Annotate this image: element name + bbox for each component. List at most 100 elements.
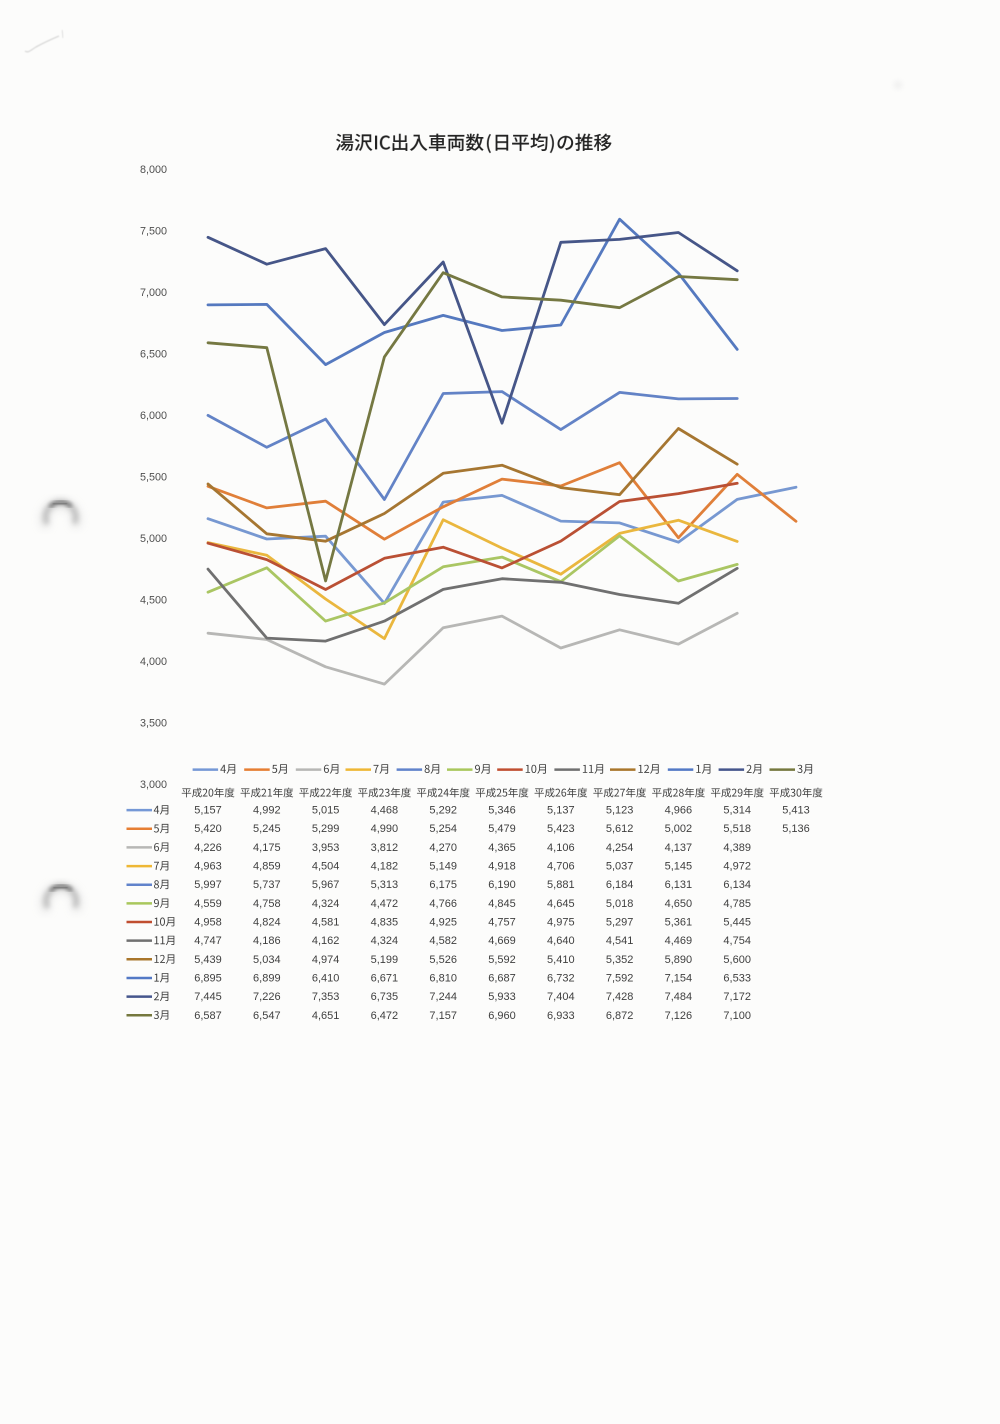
svg-text:5,297: 5,297 xyxy=(606,917,634,929)
svg-text:4,859: 4,859 xyxy=(253,861,281,873)
svg-text:4,182: 4,182 xyxy=(371,861,399,873)
svg-text:5,136: 5,136 xyxy=(782,823,810,835)
svg-text:7,428: 7,428 xyxy=(606,991,634,1003)
svg-text:6,533: 6,533 xyxy=(723,973,751,985)
svg-text:5,137: 5,137 xyxy=(547,805,575,817)
svg-text:7,445: 7,445 xyxy=(194,991,222,1003)
svg-text:4,958: 4,958 xyxy=(194,917,222,929)
svg-text:5,254: 5,254 xyxy=(429,823,457,835)
svg-text:6,134: 6,134 xyxy=(723,879,751,891)
svg-text:4,835: 4,835 xyxy=(371,917,399,929)
svg-text:4,925: 4,925 xyxy=(429,917,457,929)
svg-text:5,967: 5,967 xyxy=(312,879,340,891)
svg-text:5,439: 5,439 xyxy=(194,954,222,966)
svg-text:7,244: 7,244 xyxy=(429,991,457,1003)
svg-text:5,526: 5,526 xyxy=(429,954,457,966)
svg-text:4,162: 4,162 xyxy=(312,935,340,947)
svg-text:5,423: 5,423 xyxy=(547,823,575,835)
svg-text:4,468: 4,468 xyxy=(371,805,399,817)
svg-text:4,974: 4,974 xyxy=(312,954,340,966)
svg-text:4,785: 4,785 xyxy=(723,898,751,910)
svg-text:5,313: 5,313 xyxy=(371,879,399,891)
svg-text:6,960: 6,960 xyxy=(488,1010,516,1022)
svg-text:4,000: 4,000 xyxy=(140,656,167,668)
svg-text:6,899: 6,899 xyxy=(253,973,281,985)
svg-text:6,000: 6,000 xyxy=(140,410,167,422)
svg-text:4,469: 4,469 xyxy=(665,935,693,947)
svg-text:6,895: 6,895 xyxy=(194,973,222,985)
svg-text:4,640: 4,640 xyxy=(547,935,575,947)
svg-text:5,292: 5,292 xyxy=(429,805,457,817)
svg-text:4,472: 4,472 xyxy=(371,898,399,910)
svg-text:4,758: 4,758 xyxy=(253,898,281,910)
svg-text:6,671: 6,671 xyxy=(371,973,399,985)
svg-text:5,997: 5,997 xyxy=(194,879,222,891)
svg-text:6,472: 6,472 xyxy=(371,1010,399,1022)
svg-text:8,000: 8,000 xyxy=(140,164,167,176)
svg-text:4,651: 4,651 xyxy=(312,1010,340,1022)
svg-text:7,484: 7,484 xyxy=(665,991,693,1003)
svg-text:6,131: 6,131 xyxy=(665,879,693,891)
svg-text:6,735: 6,735 xyxy=(371,991,399,1003)
svg-text:5,500: 5,500 xyxy=(140,471,167,483)
svg-text:7,592: 7,592 xyxy=(606,973,634,985)
svg-text:4,966: 4,966 xyxy=(665,805,693,817)
svg-text:5,413: 5,413 xyxy=(782,805,810,817)
svg-text:3,812: 3,812 xyxy=(371,842,399,854)
svg-text:5,000: 5,000 xyxy=(140,533,167,545)
svg-text:6,500: 6,500 xyxy=(140,348,167,360)
svg-text:4,175: 4,175 xyxy=(253,842,281,854)
svg-text:6,547: 6,547 xyxy=(253,1010,281,1022)
svg-text:6,190: 6,190 xyxy=(488,879,516,891)
svg-text:7,100: 7,100 xyxy=(723,1010,751,1022)
svg-text:4,324: 4,324 xyxy=(312,898,340,910)
svg-text:4,972: 4,972 xyxy=(723,861,751,873)
svg-text:5,199: 5,199 xyxy=(371,954,399,966)
svg-text:5,933: 5,933 xyxy=(488,991,516,1003)
svg-text:5,002: 5,002 xyxy=(665,823,693,835)
svg-text:3,000: 3,000 xyxy=(140,779,167,791)
svg-text:4,226: 4,226 xyxy=(194,842,222,854)
svg-text:7,404: 7,404 xyxy=(547,991,575,1003)
svg-text:5,600: 5,600 xyxy=(723,954,751,966)
svg-text:5,890: 5,890 xyxy=(665,954,693,966)
svg-text:7,154: 7,154 xyxy=(665,973,693,985)
svg-text:4,324: 4,324 xyxy=(371,935,399,947)
svg-text:5,157: 5,157 xyxy=(194,805,222,817)
svg-text:5,346: 5,346 xyxy=(488,805,516,817)
svg-text:4,365: 4,365 xyxy=(488,842,516,854)
svg-text:5,361: 5,361 xyxy=(665,917,693,929)
svg-text:6,872: 6,872 xyxy=(606,1010,634,1022)
svg-text:4,270: 4,270 xyxy=(429,842,457,854)
svg-text:4,504: 4,504 xyxy=(312,861,340,873)
svg-text:5,145: 5,145 xyxy=(665,861,693,873)
svg-text:5,612: 5,612 xyxy=(606,823,634,835)
svg-text:5,352: 5,352 xyxy=(606,954,634,966)
svg-text:5,445: 5,445 xyxy=(723,917,751,929)
svg-text:5,737: 5,737 xyxy=(253,879,281,891)
svg-text:4,754: 4,754 xyxy=(723,935,751,947)
svg-text:5,314: 5,314 xyxy=(723,805,751,817)
svg-text:4,990: 4,990 xyxy=(371,823,399,835)
svg-text:4,975: 4,975 xyxy=(547,917,575,929)
svg-text:4,992: 4,992 xyxy=(253,805,281,817)
svg-text:5,034: 5,034 xyxy=(253,954,281,966)
svg-text:4,645: 4,645 xyxy=(547,898,575,910)
svg-text:4,824: 4,824 xyxy=(253,917,281,929)
svg-text:4,581: 4,581 xyxy=(312,917,340,929)
svg-text:5,037: 5,037 xyxy=(606,861,634,873)
svg-text:4,845: 4,845 xyxy=(488,898,516,910)
svg-text:4,559: 4,559 xyxy=(194,898,222,910)
svg-text:5,410: 5,410 xyxy=(547,954,575,966)
svg-text:7,172: 7,172 xyxy=(723,991,751,1003)
svg-text:4,918: 4,918 xyxy=(488,861,516,873)
svg-text:7,126: 7,126 xyxy=(665,1010,693,1022)
svg-text:5,479: 5,479 xyxy=(488,823,516,835)
svg-text:4,706: 4,706 xyxy=(547,861,575,873)
svg-text:5,123: 5,123 xyxy=(606,805,634,817)
svg-text:5,299: 5,299 xyxy=(312,823,340,835)
svg-text:5,015: 5,015 xyxy=(312,805,340,817)
svg-text:5,018: 5,018 xyxy=(606,898,634,910)
svg-text:3,953: 3,953 xyxy=(312,842,340,854)
svg-text:4,582: 4,582 xyxy=(429,935,457,947)
